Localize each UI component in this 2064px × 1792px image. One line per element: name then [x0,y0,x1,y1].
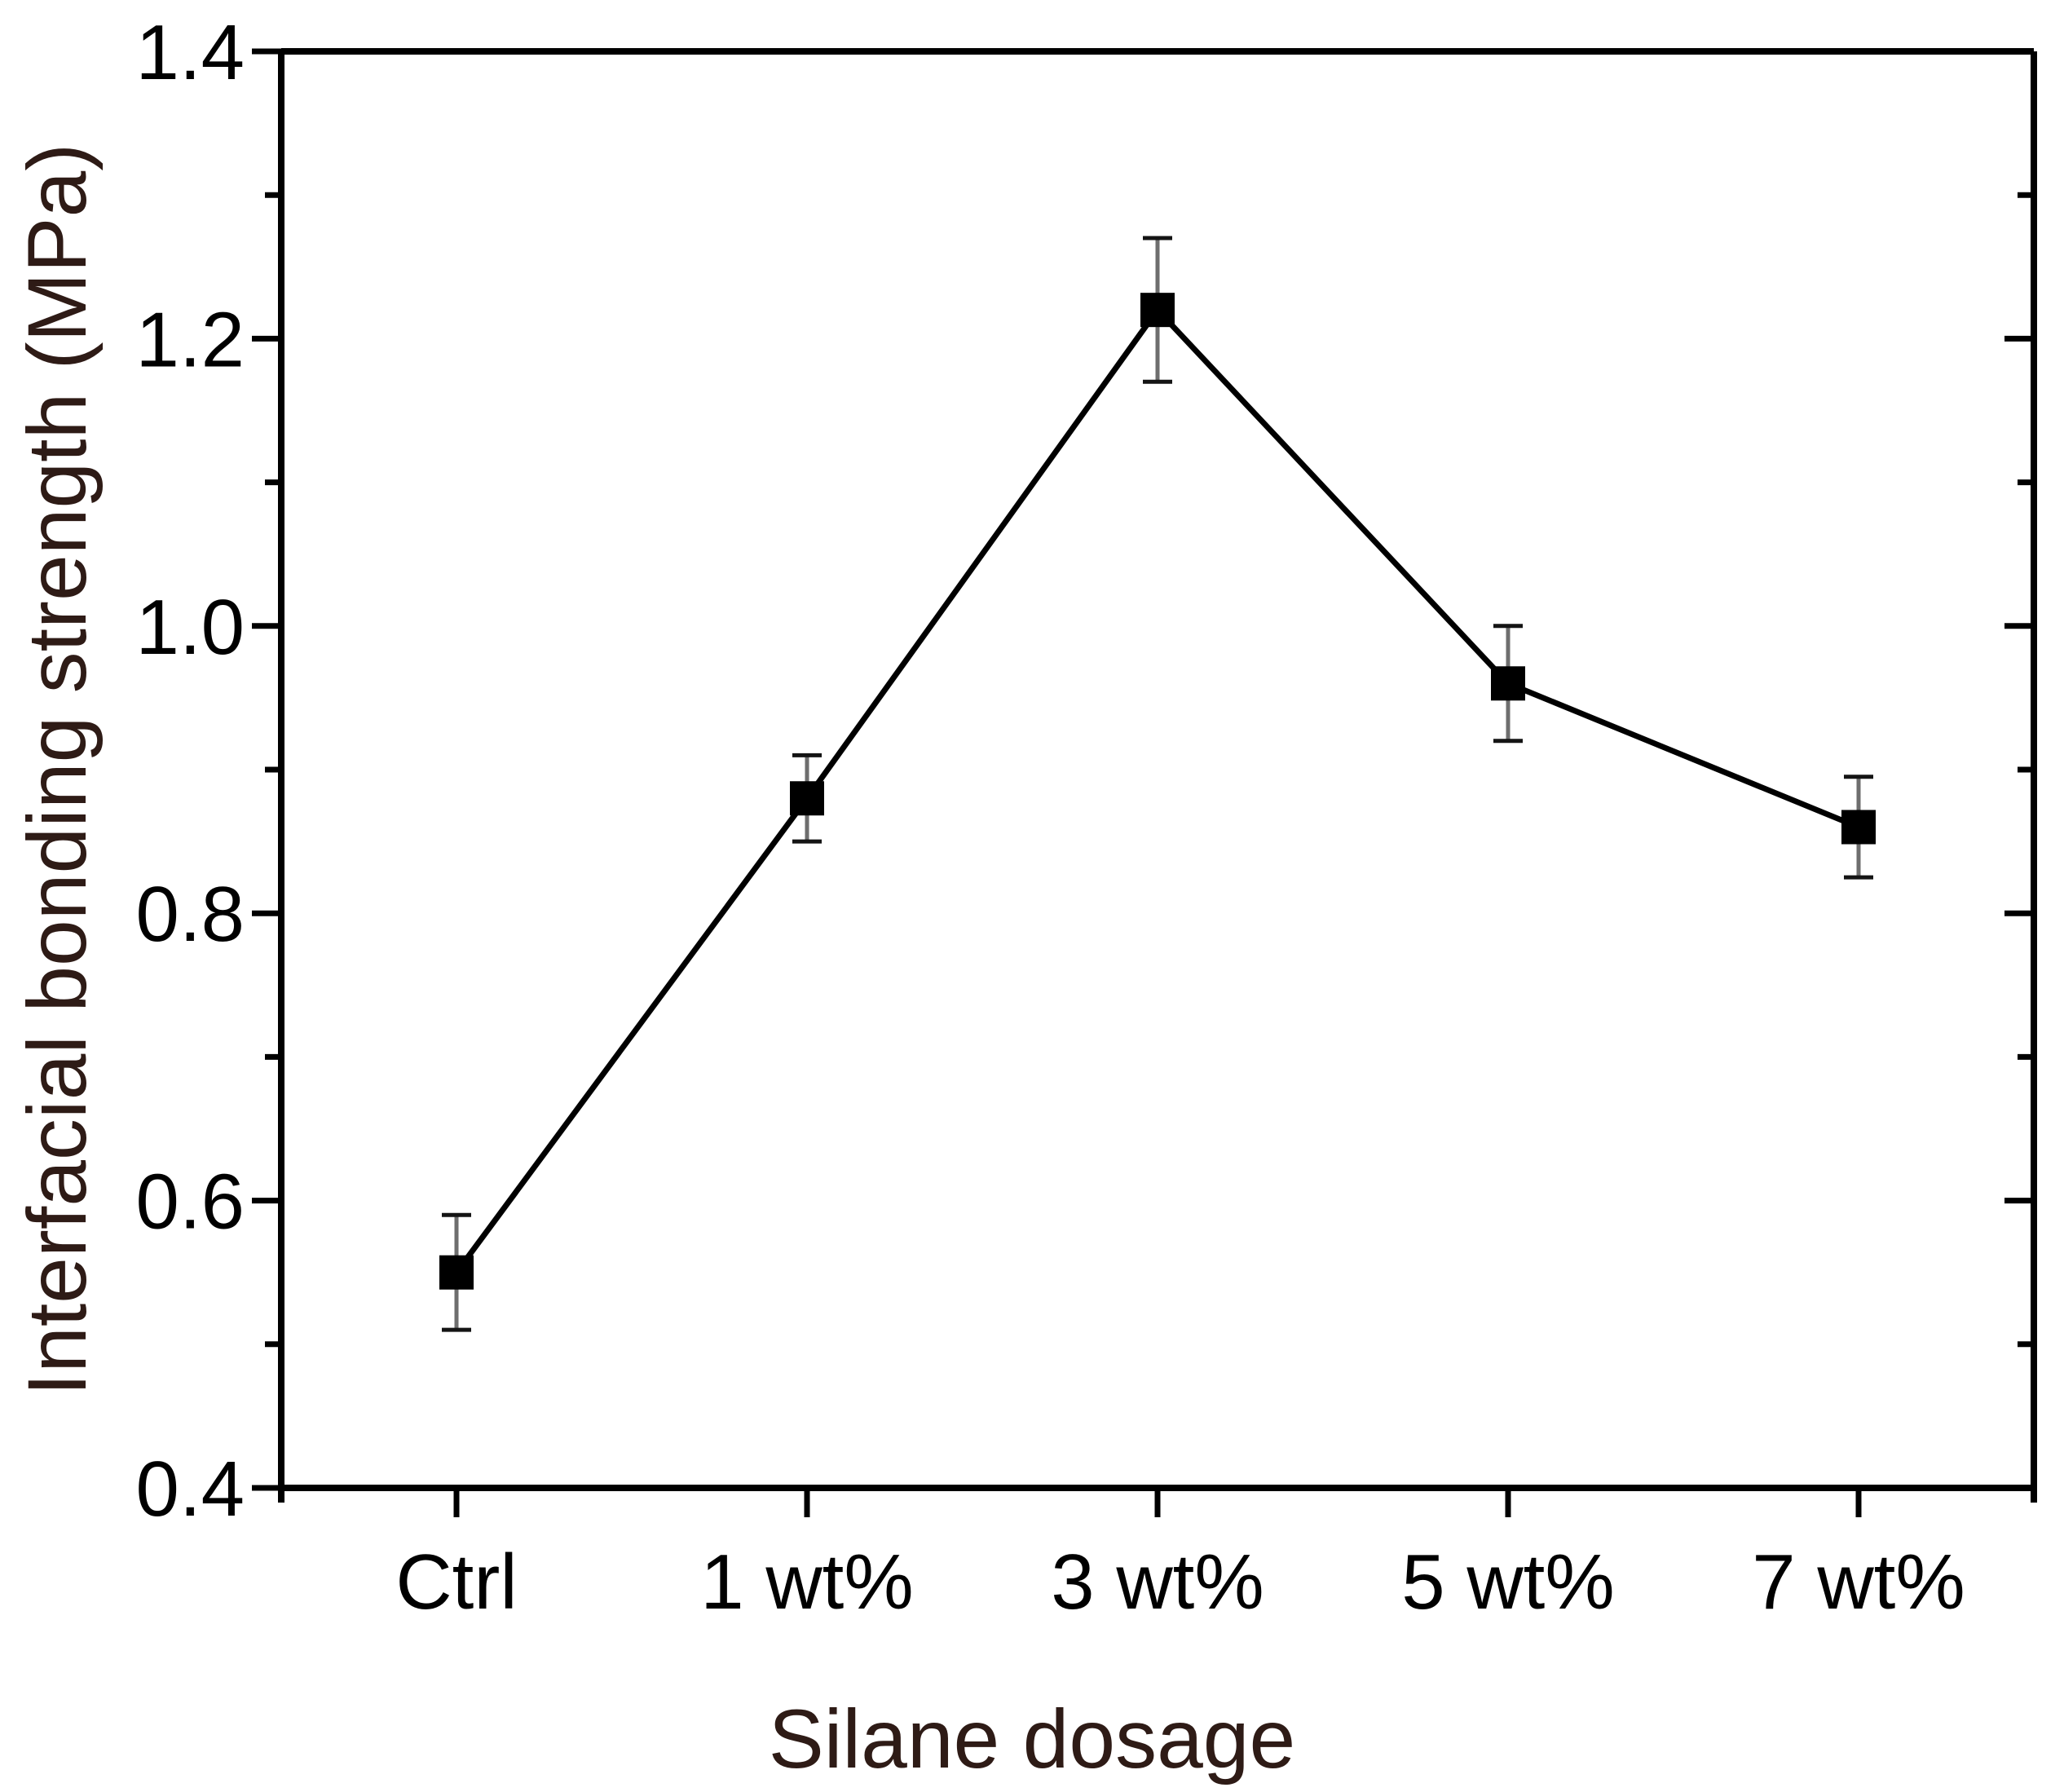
x-tick-label: Ctrl [395,1538,517,1626]
x-tick-label: 3 wt% [1051,1538,1264,1626]
data-line [454,305,1860,1274]
y-axis-ticks: 0.4 0.6 0.8 1.0 1.2 1.4 [136,9,2034,1533]
data-series [439,236,1876,1332]
y-tick-label: 0.4 [136,1446,245,1533]
x-tick-label: 7 wt% [1752,1538,1965,1626]
y-tick-label: 0.6 [136,1159,245,1246]
x-tick-label: 1 wt% [700,1538,913,1626]
y-tick-label: 1.2 [136,296,245,383]
x-tick-label: 5 wt% [1401,1538,1614,1626]
plot-area: 0.4 0.6 0.8 1.0 1.2 1.4 Ctrl 1 wt% 3 wt% 5 wt% 7 w… [136,9,2037,1626]
y-tick-label: 1.0 [136,584,245,671]
y-tick-label: 0.8 [136,871,245,958]
x-axis-ticks: Ctrl 1 wt% 3 wt% 5 wt% 7 wt% [395,1488,1965,1626]
data-point-marker [439,1255,474,1290]
data-point-marker [1140,293,1175,328]
y-tick-label: 1.4 [136,9,245,96]
y-axis-title: Interfacial bonding strength (MPa) [11,143,104,1396]
data-point-marker [1841,810,1876,845]
x-axis-title: Silane dosage [769,1693,1296,1785]
axis-frame [278,48,2037,1503]
data-point-marker [790,781,824,816]
data-point-marker [1491,666,1525,701]
